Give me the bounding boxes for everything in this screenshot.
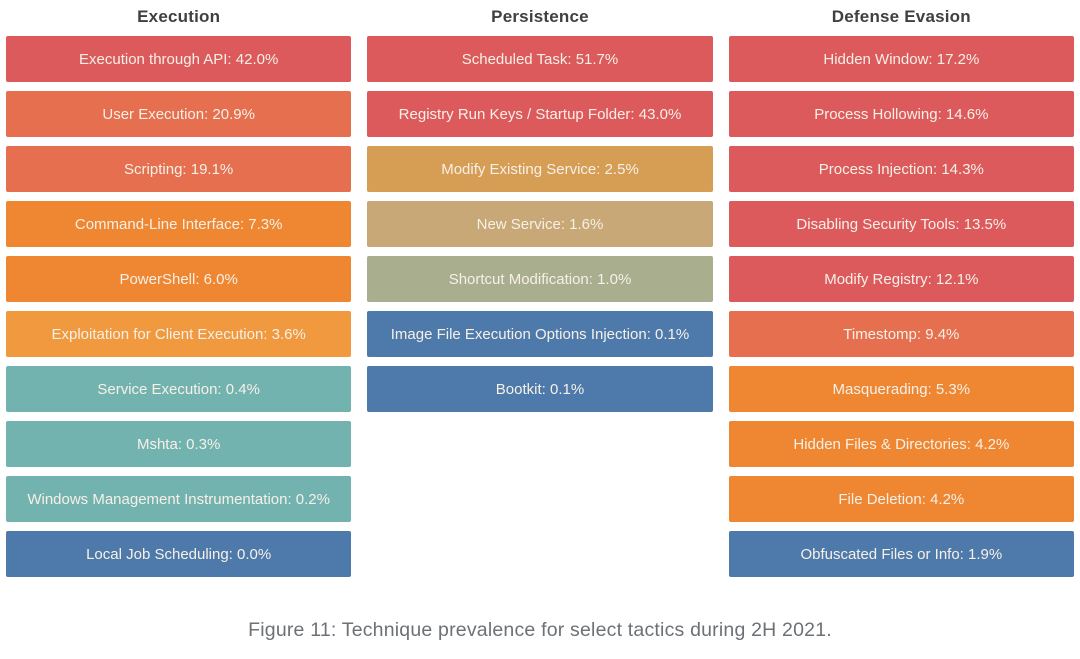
- technique-bar: Windows Management Instrumentation: 0.2%: [6, 476, 352, 522]
- technique-bar: Scripting: 19.1%: [6, 146, 352, 192]
- bar-list-execution: Execution through API: 42.0% User Executi…: [6, 36, 352, 577]
- technique-bar: Process Hollowing: 14.6%: [728, 91, 1074, 137]
- technique-bar: PowerShell: 6.0%: [6, 256, 352, 302]
- technique-bar: Timestomp: 9.4%: [728, 311, 1074, 357]
- technique-bar: Registry Run Keys / Startup Folder: 43.0…: [367, 91, 713, 137]
- technique-bar: Execution through API: 42.0%: [6, 36, 352, 82]
- column-execution: Execution Execution through API: 42.0% Us…: [6, 5, 352, 577]
- technique-bar: Masquerading: 5.3%: [728, 366, 1074, 412]
- column-title-execution: Execution: [137, 7, 221, 26]
- column-defense-evasion: Defense Evasion Hidden Window: 17.2% Proc…: [728, 5, 1074, 577]
- technique-bar: File Deletion: 4.2%: [728, 476, 1074, 522]
- technique-bar: Bootkit: 0.1%: [367, 366, 713, 412]
- technique-bar: Modify Existing Service: 2.5%: [367, 146, 713, 192]
- technique-bar: Obfuscated Files or Info: 1.9%: [728, 531, 1074, 577]
- figure-caption: Figure 11: Technique prevalence for sele…: [248, 619, 832, 641]
- bar-list-persistence: Scheduled Task: 51.7% Registry Run Keys /…: [367, 36, 713, 412]
- technique-bar: Disabling Security Tools: 13.5%: [728, 201, 1074, 247]
- technique-bar: Image File Execution Options Injection: …: [367, 311, 713, 357]
- technique-bar: Shortcut Modification: 1.0%: [367, 256, 713, 302]
- technique-bar: Modify Registry: 12.1%: [728, 256, 1074, 302]
- technique-bar: New Service: 1.6%: [367, 201, 713, 247]
- technique-bar: User Execution: 20.9%: [6, 91, 352, 137]
- technique-bar: Mshta: 0.3%: [6, 421, 352, 467]
- tactic-columns: Execution Execution through API: 42.0% Us…: [6, 5, 1074, 577]
- column-title-defense-evasion: Defense Evasion: [831, 7, 971, 26]
- technique-bar: Hidden Window: 17.2%: [728, 36, 1074, 82]
- technique-bar: Local Job Scheduling: 0.0%: [6, 531, 352, 577]
- column-persistence: Persistence Scheduled Task: 51.7% Registr…: [367, 5, 713, 577]
- technique-bar: Hidden Files & Directories: 4.2%: [728, 421, 1074, 467]
- technique-bar: Exploitation for Client Execution: 3.6%: [6, 311, 352, 357]
- technique-bar: Scheduled Task: 51.7%: [367, 36, 713, 82]
- technique-bar: Service Execution: 0.4%: [6, 366, 352, 412]
- column-title-persistence: Persistence: [491, 7, 589, 26]
- technique-bar: Process Injection: 14.3%: [728, 146, 1074, 192]
- bar-list-defense-evasion: Hidden Window: 17.2% Process Hollowing: 1…: [728, 36, 1074, 577]
- technique-bar: Command-Line Interface: 7.3%: [6, 201, 352, 247]
